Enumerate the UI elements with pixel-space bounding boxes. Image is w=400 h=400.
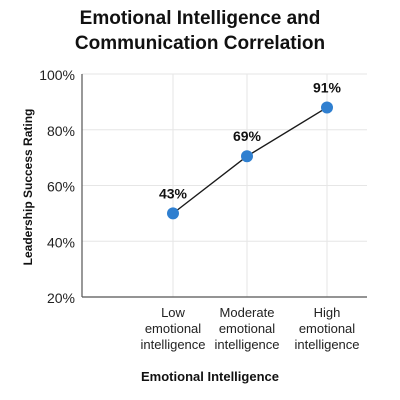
chart-title-line-1: Emotional Intelligence and bbox=[79, 8, 321, 29]
y-tick-label: 60% bbox=[47, 179, 75, 195]
y-tick-label: 20% bbox=[47, 290, 75, 306]
chart-title: Emotional Intelligence and Communication… bbox=[0, 6, 400, 56]
data-label: 91% bbox=[313, 79, 342, 95]
data-point bbox=[321, 101, 333, 114]
x-tick-label: Moderate emotional intelligence bbox=[214, 305, 279, 352]
x-tick-label: Low emotional intelligence bbox=[140, 305, 205, 352]
x-tick-label: High emotional intelligence bbox=[294, 305, 359, 352]
data-labels: 43% 69% 91% bbox=[159, 79, 342, 201]
y-tick-label: 40% bbox=[47, 234, 75, 250]
y-tick-labels: 20% 40% 60% 80% 100% bbox=[39, 67, 75, 306]
y-tick-label: 100% bbox=[39, 67, 75, 83]
data-point bbox=[167, 207, 179, 220]
y-axis-label: Leadership Success Rating bbox=[21, 109, 35, 266]
series bbox=[167, 101, 333, 220]
y-tick-label: 80% bbox=[47, 123, 75, 139]
data-label: 43% bbox=[159, 185, 188, 201]
data-label: 69% bbox=[233, 128, 262, 144]
chart-title-line-2: Communication Correlation bbox=[74, 33, 326, 54]
x-axis-label: Emotional Intelligence bbox=[141, 369, 279, 384]
data-point bbox=[241, 150, 253, 163]
axes bbox=[81, 74, 367, 298]
